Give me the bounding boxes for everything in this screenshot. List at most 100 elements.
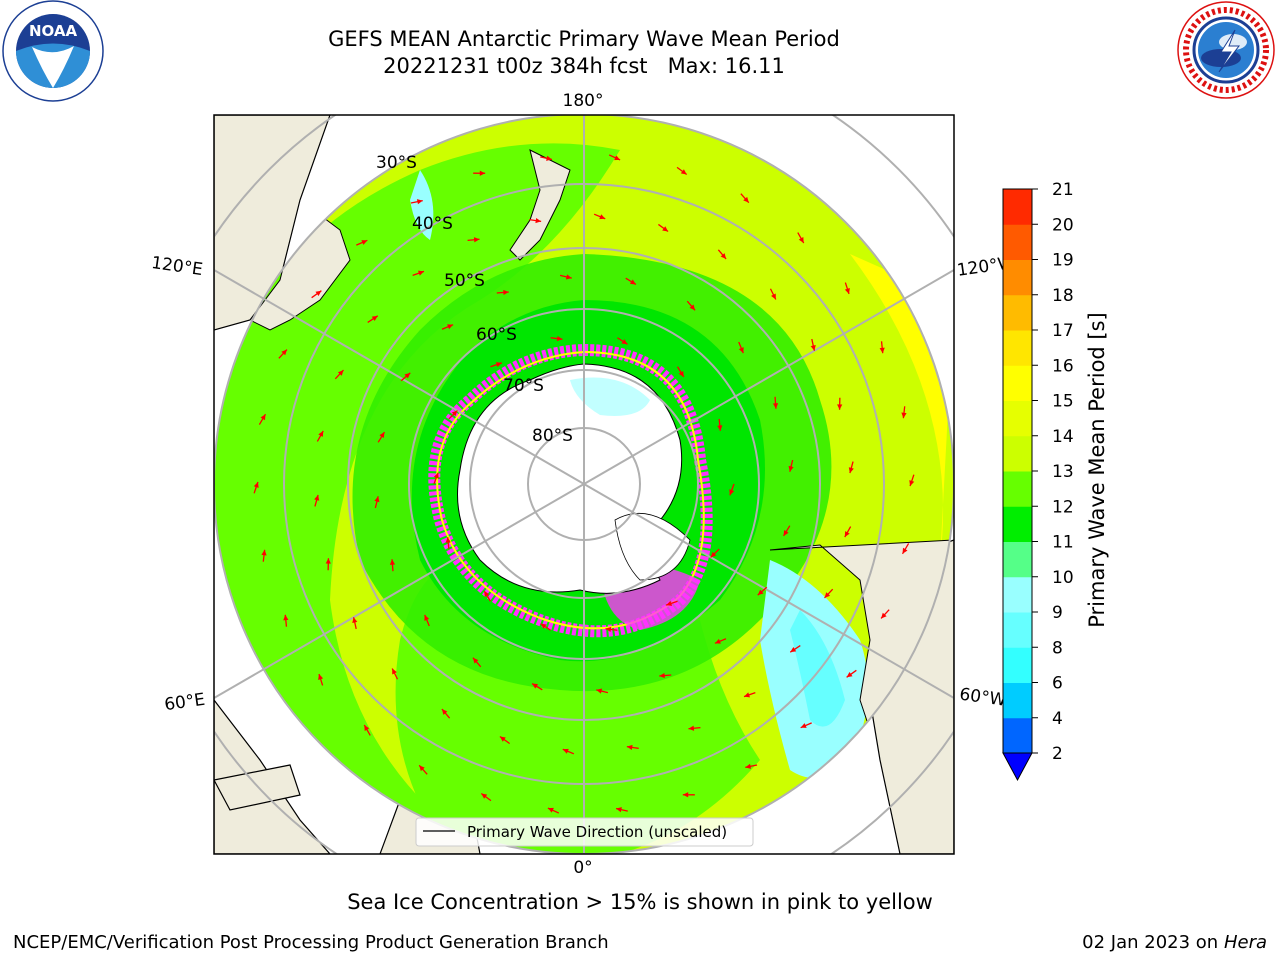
colorbar-segment	[1003, 541, 1032, 578]
wave-arrow-head	[447, 324, 454, 330]
colorbar-tick-label: 16	[1052, 356, 1074, 376]
lat-label-80s: 80°S	[532, 426, 573, 446]
wave-arrow-head	[473, 237, 480, 243]
wave-arrow-head	[902, 547, 908, 554]
colorbar-tick-label: 9	[1052, 603, 1063, 623]
ross-sea-ice-shelf	[570, 377, 650, 416]
colorbar-tick-label: 15	[1052, 392, 1074, 412]
colorbar-segment	[1003, 717, 1032, 754]
wave-arrow-head	[844, 288, 850, 294]
wave-arrow-head	[596, 688, 603, 694]
lat-label-40s: 40°S	[412, 214, 453, 234]
wave-arrow-head	[682, 792, 689, 798]
wave-arrow-head	[798, 237, 804, 244]
colorbar-tick-label: 18	[1052, 286, 1074, 306]
wave-arrow-head	[846, 672, 853, 678]
graticule	[214, 115, 954, 854]
wave-arrow-head	[546, 155, 552, 161]
wave-arrow-head	[364, 724, 370, 731]
caption: Sea Ice Concentration > 15% is shown in …	[347, 890, 933, 914]
wave-arrow-head	[418, 270, 424, 276]
colorbar-extend-arrow	[1002, 752, 1033, 782]
colorbar-segment	[1003, 189, 1032, 225]
wave-arrow-head	[451, 410, 458, 417]
chart-subtitle: 20221231 t00z 384h fcst Max: 16.11	[383, 54, 785, 78]
colorbar-segment	[1003, 471, 1032, 507]
wave-arrow-head	[318, 674, 324, 680]
wave-arrow-head	[909, 480, 915, 487]
colorbar-tick-label: 8	[1052, 638, 1063, 658]
wave-arrow-head	[532, 683, 539, 689]
colorbar-tick-label: 14	[1052, 427, 1074, 447]
colorbar-tick-label: 21	[1052, 180, 1074, 200]
wave-arrow-head	[535, 217, 542, 224]
colorbar-segment	[1003, 365, 1032, 401]
wave-arrow-head	[424, 614, 430, 621]
wave-arrow-head	[318, 430, 324, 437]
wave-arrow-head	[565, 274, 572, 280]
footer-date-text: 02 Jan 2023 on	[1082, 932, 1224, 953]
wave-arrow-head	[800, 723, 807, 728]
wave-arrow-head	[361, 240, 368, 245]
wave-arrow-head	[479, 170, 486, 176]
wave-arrow-head	[472, 657, 479, 664]
wave-arrow-head	[680, 169, 687, 175]
colorbar-segment	[1003, 435, 1032, 472]
colorbar-tick-label: 20	[1052, 215, 1074, 235]
map-frame	[213, 114, 955, 855]
wave-arrow-head	[901, 412, 907, 419]
wave-arrow-head	[738, 347, 744, 354]
colorbar-tick-label: 11	[1052, 533, 1074, 553]
colorbar-segment	[1003, 576, 1032, 613]
wave-arrow-head	[881, 612, 887, 619]
wave-direction-arrows	[253, 154, 915, 814]
colorbar-tick-label: 10	[1052, 568, 1074, 588]
wave-arrow-head	[810, 344, 816, 351]
colorbar-label: Primary Wave Mean Period [s]	[1085, 312, 1109, 628]
wave-arrow-head	[626, 744, 633, 751]
wave-arrow-head	[392, 668, 397, 675]
colorbar-tick-label: 13	[1052, 462, 1074, 482]
wave-arrow-head	[616, 807, 622, 813]
wave-arrow-head	[662, 226, 669, 232]
wave-arrow-head	[281, 349, 287, 356]
wave-arrow-head	[844, 531, 850, 538]
wave-arrow-head	[315, 290, 322, 296]
wave-arrow-head	[788, 465, 794, 472]
colorbar-tick-label: 2	[1052, 744, 1063, 764]
wave-arrow-head	[720, 253, 727, 259]
colorbar-segment	[1003, 682, 1032, 719]
wave-arrow-head	[261, 549, 267, 556]
wave-arrow-head	[371, 315, 378, 321]
wave-arrow-head	[599, 214, 606, 220]
wave-arrow-head	[499, 736, 506, 742]
wave-arrow-head	[688, 725, 695, 731]
wave-arrow-head	[729, 489, 735, 496]
wave-arrow-head	[404, 372, 411, 379]
wave-arrow-head	[441, 709, 448, 715]
colorbar-segment	[1003, 224, 1032, 260]
wave-arrow-head	[717, 425, 723, 431]
map-legend: Primary Wave Direction (unscaled)	[415, 817, 754, 847]
lat-label-50s: 50°S	[444, 271, 485, 291]
footer-date: 02 Jan 2023 on Hera	[1082, 932, 1267, 953]
map-panel: 30°S 40°S 50°S 60°S 70°S 80°S Primary Wa…	[214, 115, 954, 854]
chart-title: GEFS MEAN Antarctic Primary Wave Mean Pe…	[328, 27, 840, 51]
footer-credit: NCEP/EMC/Verification Post Processing Pr…	[13, 932, 609, 953]
lat-label-70s: 70°S	[503, 376, 544, 396]
colorbar-segment	[1003, 647, 1032, 683]
wave-arrow-head	[879, 347, 885, 354]
wave-arrow-head	[743, 196, 749, 203]
wave-arrow-head	[621, 339, 628, 345]
wave-arrow-head	[710, 551, 717, 558]
wave-arrow-head	[445, 537, 451, 543]
wave-arrow-head	[556, 335, 563, 342]
wave-arrow-head	[283, 614, 289, 621]
wave-arrow-head	[547, 807, 554, 813]
wave-arrow-head	[379, 432, 385, 439]
colorbar-tick-label: 19	[1052, 251, 1074, 271]
colorbar-segment	[1003, 612, 1032, 648]
lat-label-30s: 30°S	[376, 153, 417, 173]
lon-label-60e: 60°E	[163, 690, 206, 715]
wave-arrow-head	[771, 293, 776, 300]
